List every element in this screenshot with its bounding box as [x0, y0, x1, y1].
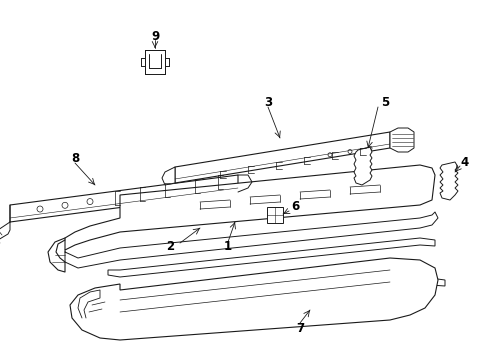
- Text: 2: 2: [166, 239, 174, 252]
- Polygon shape: [145, 50, 165, 74]
- Text: 3: 3: [264, 95, 272, 108]
- Text: 1: 1: [224, 239, 232, 252]
- Polygon shape: [65, 165, 435, 250]
- Polygon shape: [440, 162, 458, 200]
- Text: 5: 5: [381, 95, 389, 108]
- Polygon shape: [390, 128, 414, 152]
- Text: 7: 7: [296, 321, 304, 334]
- Polygon shape: [70, 258, 438, 340]
- Text: 9: 9: [151, 30, 159, 42]
- Text: 6: 6: [291, 201, 299, 213]
- Text: 8: 8: [71, 152, 79, 165]
- Polygon shape: [267, 207, 283, 223]
- Polygon shape: [188, 278, 445, 317]
- Polygon shape: [175, 132, 390, 183]
- Polygon shape: [354, 147, 372, 185]
- Text: 4: 4: [461, 156, 469, 168]
- Polygon shape: [162, 167, 175, 185]
- Polygon shape: [10, 175, 238, 222]
- Polygon shape: [108, 238, 435, 277]
